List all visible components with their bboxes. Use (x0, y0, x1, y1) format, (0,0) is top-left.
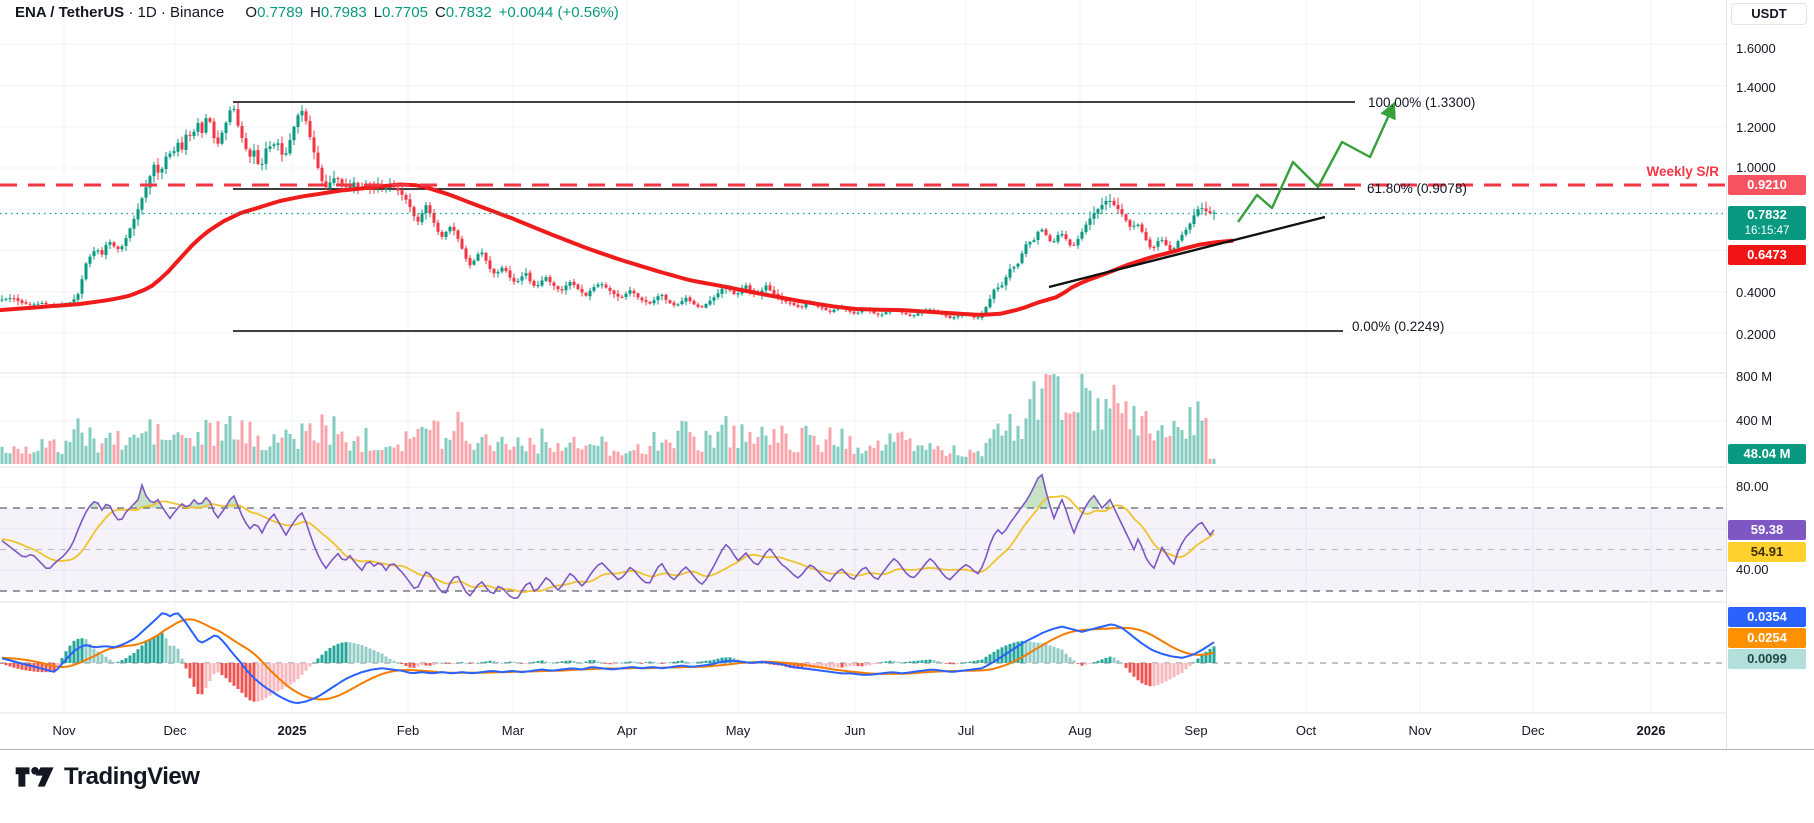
time-axis-label: May (725, 723, 751, 738)
time-axis-label: Feb (396, 723, 420, 738)
rsi-tick-label: 40.00 (1736, 562, 1769, 577)
rsi-value-badge: 59.38 (1728, 520, 1806, 540)
close-label: C (434, 4, 446, 21)
time-axis-label: Jun (844, 723, 866, 738)
last-price-badge: 0.7832 16:15:47 (1728, 206, 1806, 240)
ohlc-values: O0.7789 H0.7983 L0.7705 C0.7832 +0.0044 (+0.… (238, 4, 618, 21)
time-axis-label: Nov (52, 723, 76, 738)
price-tick-label: 0.2000 (1736, 327, 1776, 342)
time-axis-label: Nov (1408, 723, 1432, 738)
time-axis-label: Jul (957, 723, 975, 738)
time-scale[interactable]: Nov Dec 2025 Feb Mar Apr May Jun Jul Aug Sep Oct Nov… (0, 713, 1726, 749)
price-tick-label: 1.6000 (1736, 41, 1776, 56)
weekly-sr-price-badge: 0.9210 (1728, 175, 1806, 195)
fib-label-100[interactable]: 100.00% (1.3300) (1368, 95, 1476, 110)
rsi-tick-label: 80.00 (1736, 479, 1769, 494)
time-axis-label: 2025 (277, 723, 307, 738)
volume-tick-label: 400 M (1736, 413, 1773, 428)
macd-hist-badge: 0.0099 (1728, 649, 1806, 669)
time-axis-label: Aug (1068, 723, 1092, 738)
volume-tick-label: 800 M (1736, 369, 1773, 384)
low-value: 0.7705 (382, 4, 428, 21)
time-axis-label: 2026 (1636, 723, 1666, 738)
bar-countdown: 16:15:47 (1744, 225, 1790, 237)
tradingview-logo-icon (15, 767, 54, 787)
open-label: O (245, 4, 258, 21)
time-axis-label: Sep (1184, 723, 1208, 738)
chart-bottom-divider (0, 749, 1814, 750)
ma-price-badge: 0.6473 (1728, 245, 1806, 265)
close-value: 0.7832 (445, 4, 492, 21)
last-price-value: 0.7832 (1747, 207, 1787, 222)
fib-label-0[interactable]: 0.00% (0.2249) (1352, 319, 1445, 334)
rsi-ma-value-badge: 54.91 (1728, 542, 1806, 562)
price-tick-label: 0.4000 (1736, 285, 1776, 300)
time-axis-label: Oct (1295, 723, 1317, 738)
tradingview-logo-text: TradingView (64, 763, 200, 790)
price-scale[interactable]: USDT 1.6000 1.4000 1.2000 1.0000 0.4000 0.200… (1726, 0, 1814, 749)
symbol-header: ENA / TetherUS · 1D · Binance O0.7789 H0.… (15, 4, 619, 21)
price-tick-label: 1.4000 (1736, 80, 1776, 95)
high-label: H (309, 4, 321, 21)
change-value: +0.0044 (+0.56%) (498, 4, 619, 21)
currency-toggle[interactable]: USDT (1731, 3, 1807, 25)
fib-label-618[interactable]: 61.80% (0.9078) (1367, 181, 1467, 196)
symbol-title[interactable]: ENA / TetherUS (15, 4, 125, 21)
tradingview-logo[interactable]: TradingView (15, 763, 200, 791)
time-axis-label: Dec (1521, 723, 1545, 738)
macd-signal-badge: 0.0254 (1728, 628, 1806, 648)
time-axis-label: Apr (616, 723, 638, 738)
low-label: L (373, 4, 383, 21)
open-value: 0.7789 (257, 4, 303, 21)
chart-canvas[interactable] (0, 0, 1726, 749)
macd-value-badge: 0.0354 (1728, 607, 1806, 627)
symbol-meta[interactable]: · 1D · Binance (128, 4, 225, 21)
price-tick-label: 1.0000 (1736, 160, 1776, 175)
weekly-sr-label[interactable]: Weekly S/R (1646, 164, 1719, 179)
time-axis-label: Dec (163, 723, 187, 738)
time-axis-label: Mar (501, 723, 525, 738)
price-tick-label: 1.2000 (1736, 120, 1776, 135)
high-value: 0.7983 (320, 4, 367, 21)
volume-value-badge: 48.04 M (1728, 444, 1806, 464)
